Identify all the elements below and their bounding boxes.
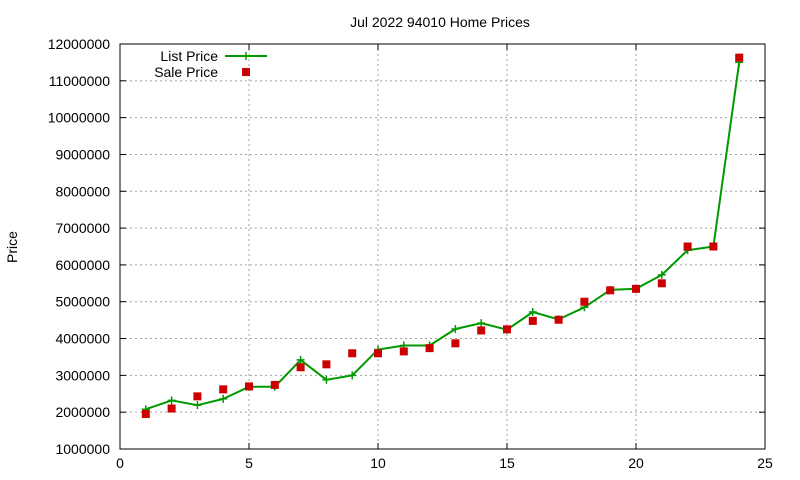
y-tick-label: 6000000 — [55, 257, 110, 273]
legend: List Price Sale Price — [154, 48, 267, 80]
list-price-point — [193, 401, 202, 410]
sale-price-point — [193, 392, 202, 401]
y-tick-label: 3000000 — [55, 367, 110, 383]
sale-price-point — [270, 380, 279, 389]
x-tick-label: 20 — [628, 455, 644, 471]
sale-price-point — [167, 404, 176, 413]
sale-price-point — [709, 242, 718, 251]
list-price-point — [167, 396, 176, 405]
y-tick-label: 1000000 — [55, 441, 110, 457]
legend-swatch-sale-price-marker — [242, 68, 250, 76]
x-tick-label: 15 — [499, 455, 515, 471]
sale-price-point — [735, 53, 744, 62]
y-tick-label: 4000000 — [55, 331, 110, 347]
plot-frame — [119, 43, 766, 450]
x-tick-label: 25 — [757, 455, 773, 471]
y-tick-label: 11000000 — [49, 73, 110, 89]
sale-price-point — [683, 242, 692, 251]
axis-ticks — [119, 43, 766, 450]
list-price-point — [348, 371, 357, 380]
sale-price-point — [141, 410, 150, 419]
series — [141, 53, 744, 419]
x-tick-label: 0 — [116, 455, 124, 471]
y-tick-label: 2000000 — [55, 404, 110, 420]
sale-price-point — [606, 286, 615, 295]
y-axis-label: Price — [4, 231, 20, 263]
y-tick-label: 8000000 — [55, 183, 110, 199]
sale-price-point — [322, 360, 331, 369]
sale-price-point — [503, 325, 511, 334]
list-price-point — [322, 375, 331, 384]
y-tick-label: 5000000 — [55, 294, 110, 310]
x-tick-label: 5 — [245, 455, 253, 471]
sale-price-point — [657, 279, 666, 288]
sale-price-point — [425, 344, 434, 353]
sale-price-point — [374, 349, 382, 358]
legend-label-list-price: List Price — [160, 48, 218, 64]
list-price-point — [296, 355, 305, 364]
y-tick-label: 9000000 — [55, 146, 110, 162]
list-price-point — [657, 270, 666, 279]
legend-label-sale-price: Sale Price — [154, 64, 218, 80]
list-price-line — [145, 62, 741, 411]
y-tick-label: 10000000 — [48, 110, 111, 126]
sale-price-point — [245, 382, 253, 391]
legend-swatch-list-price-marker — [242, 52, 250, 60]
y-tick-label: 7000000 — [55, 220, 110, 236]
chart-title: Jul 2022 94010 Home Prices — [350, 14, 530, 30]
sale-price-point — [296, 363, 305, 372]
list-price-point — [219, 394, 228, 403]
x-tick-label: 10 — [370, 455, 386, 471]
list-price-point — [451, 324, 460, 333]
list-price-point — [528, 308, 537, 317]
sale-price-point — [554, 315, 563, 324]
sale-price-point — [528, 316, 537, 325]
sale-price-point — [580, 297, 589, 306]
axis-tick-labels: 0 5 10 15 20 25 1000000 2000000 3000000 4000000 50… — [48, 36, 773, 471]
sale-price-point — [399, 347, 408, 356]
sale-price-point — [477, 326, 486, 335]
sale-price-point — [348, 349, 357, 358]
list-price-point — [477, 319, 486, 328]
y-tick-label: 12000000 — [48, 36, 111, 52]
grid — [120, 44, 765, 449]
sale-price-point — [451, 339, 460, 348]
sale-price-point — [632, 284, 640, 293]
sale-price-point — [219, 385, 228, 394]
